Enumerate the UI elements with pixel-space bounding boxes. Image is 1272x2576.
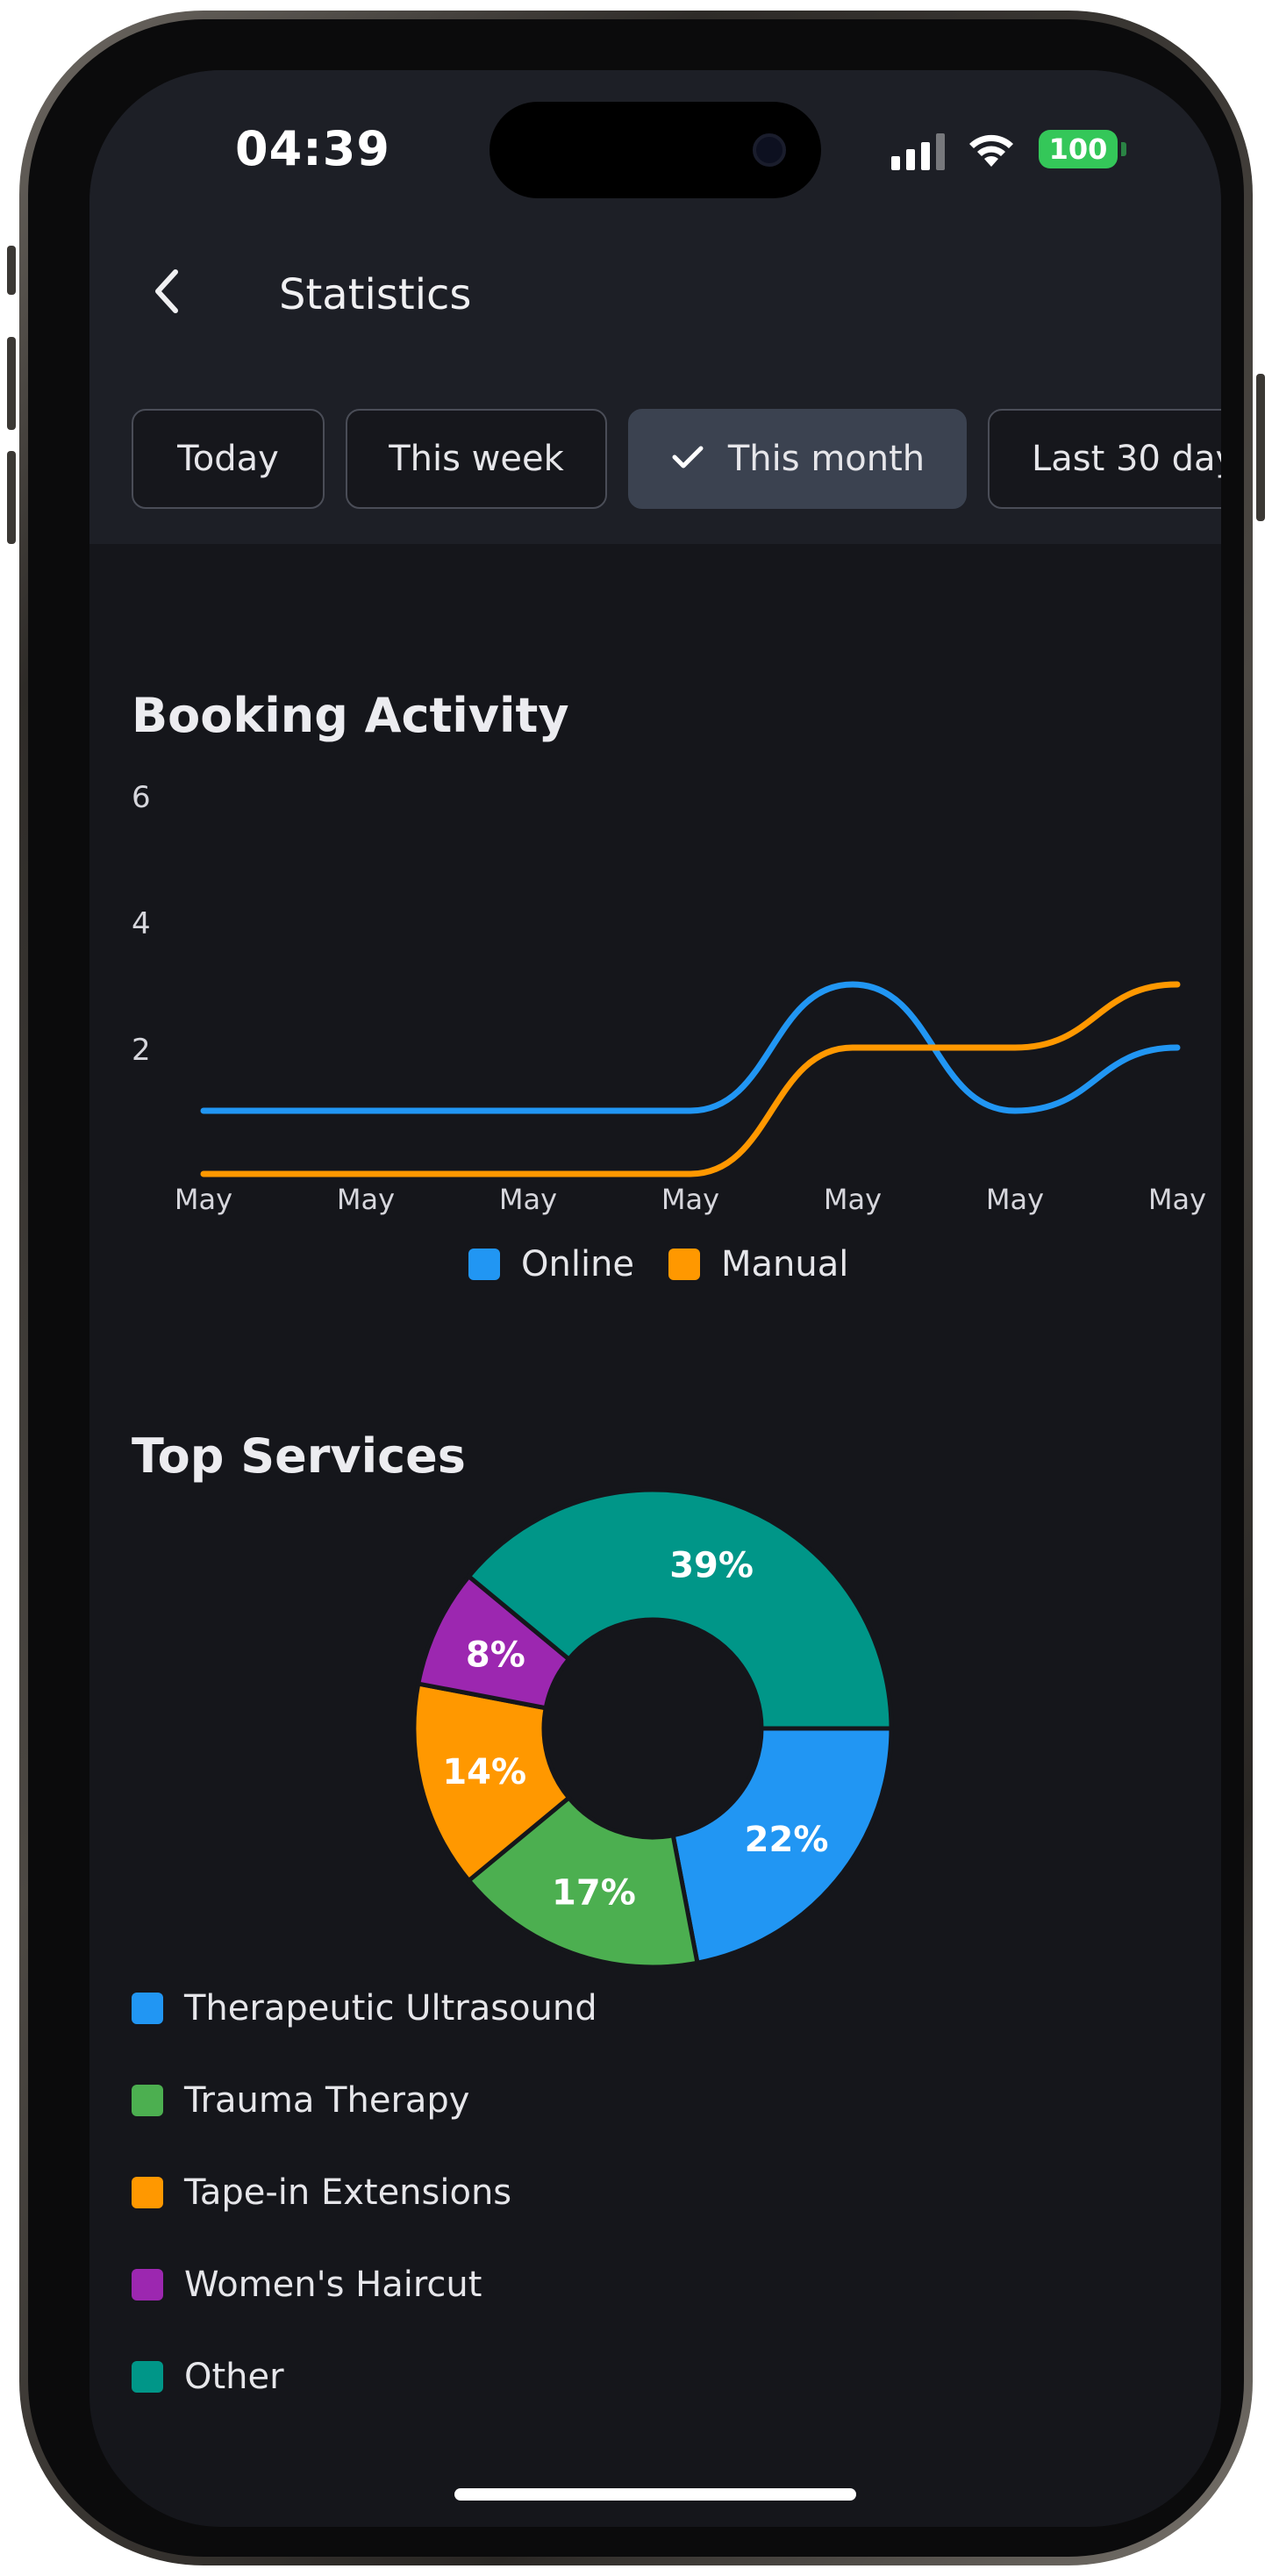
service-item-trauma[interactable]: Trauma Therapy	[132, 2080, 469, 2121]
slice-percent-label: 14%	[442, 1752, 526, 1792]
series-line-online	[200, 981, 1181, 1114]
volume-down-button	[7, 451, 16, 544]
x-tick-label: May 18	[824, 1183, 882, 1228]
period-filter-bar: Today This week This month Last 30 days	[132, 409, 1221, 511]
service-swatch	[132, 1993, 163, 2024]
power-button	[1256, 374, 1265, 521]
booking-activity-chart: 6 4 2 May 1 May 5 May 9 May 14 May 18 May 23 May 27	[132, 780, 1206, 1228]
donut-slice[interactable]	[411, 1681, 572, 1884]
filter-this-week[interactable]: This week	[346, 409, 607, 509]
donut-slice[interactable]	[465, 1487, 894, 1731]
legend-label: Online	[521, 1244, 635, 1284]
home-indicator[interactable]	[454, 2488, 856, 2501]
slice-percent-label: 17%	[552, 1872, 636, 1913]
service-swatch	[132, 2085, 163, 2116]
service-label: Therapeutic Ultrasound	[184, 1988, 597, 2029]
slice-percent-label: 39%	[669, 1546, 754, 1586]
screen: 04:39 100 Statistics Today Thi	[89, 70, 1221, 2527]
legend-swatch-manual	[668, 1249, 700, 1280]
action-button	[7, 246, 16, 295]
status-time: 04:39	[235, 121, 390, 176]
y-tick-label: 6	[132, 780, 151, 815]
service-label: Other	[184, 2357, 284, 2397]
x-tick-month: May	[986, 1183, 1044, 1216]
x-tick-month: May	[499, 1183, 557, 1216]
service-label: Trauma Therapy	[184, 2080, 470, 2121]
filter-last-30-days[interactable]: Last 30 days	[988, 409, 1221, 509]
filter-today[interactable]: Today	[132, 409, 325, 509]
service-item-tape[interactable]: Tape-in Extensions	[132, 2172, 511, 2213]
slice-percent-label: 8%	[466, 1635, 525, 1676]
battery-tip	[1121, 142, 1126, 156]
y-tick-label: 4	[132, 906, 151, 941]
check-icon	[672, 446, 704, 469]
x-tick-label: May 23	[986, 1183, 1044, 1228]
service-label: Tape-in Extensions	[184, 2172, 512, 2213]
chart-legend: Online Manual	[89, 1244, 1221, 1297]
service-swatch	[132, 2361, 163, 2393]
chevron-left-icon	[155, 269, 178, 313]
y-tick-label: 2	[132, 1033, 151, 1068]
service-swatch	[132, 2269, 163, 2301]
x-tick-label: May 9	[499, 1183, 557, 1228]
service-label: Women's Haircut	[184, 2265, 482, 2305]
filter-label: Today	[177, 439, 279, 479]
volume-up-button	[7, 337, 16, 430]
x-tick-month: May	[661, 1183, 719, 1216]
x-tick-day: 27	[1158, 1225, 1197, 1228]
page-title: Statistics	[279, 270, 472, 319]
dynamic-island	[490, 102, 821, 198]
donut-slice[interactable]	[465, 1794, 700, 1965]
x-tick-day: 1	[194, 1225, 213, 1228]
service-item-other[interactable]: Other	[132, 2357, 284, 2397]
x-tick-day: 5	[356, 1225, 375, 1228]
x-tick-label: May 5	[337, 1183, 395, 1228]
legend-online[interactable]: Online	[468, 1244, 634, 1284]
wifi-icon	[969, 134, 1013, 167]
x-tick-day: 18	[833, 1225, 873, 1228]
filter-label: Last 30 days	[1032, 439, 1221, 479]
x-tick-month: May	[175, 1183, 232, 1216]
x-tick-day: 9	[518, 1225, 538, 1228]
legend-label: Manual	[721, 1244, 849, 1284]
legend-swatch-online	[468, 1249, 500, 1280]
battery-icon: 100	[1039, 130, 1118, 168]
service-item-haircut[interactable]: Women's Haircut	[132, 2265, 482, 2305]
filter-label: This month	[727, 439, 925, 479]
service-swatch	[132, 2177, 163, 2208]
service-item-ultrasound[interactable]: Therapeutic Ultrasound	[132, 1988, 597, 2029]
x-tick-month: May	[337, 1183, 395, 1216]
filter-label: This week	[389, 439, 564, 479]
x-tick-label: May 14	[661, 1183, 719, 1228]
x-tick-day: 14	[671, 1225, 711, 1228]
donut-slice[interactable]	[670, 1726, 894, 1965]
legend-manual[interactable]: Manual	[668, 1244, 848, 1284]
series-line-manual	[200, 981, 1181, 1177]
signal-icon	[891, 133, 945, 170]
camera-icon	[753, 133, 786, 167]
x-tick-month: May	[1148, 1183, 1206, 1216]
booking-activity-title: Booking Activity	[132, 688, 569, 743]
x-tick-day: 23	[996, 1225, 1035, 1228]
x-tick-month: May	[824, 1183, 882, 1216]
slice-percent-label: 22%	[745, 1820, 829, 1860]
x-tick-label: May 1	[175, 1183, 232, 1228]
top-services-chart: 22% 17% 14% 8% 39%	[411, 1487, 894, 1965]
x-tick-label: May 27	[1148, 1183, 1206, 1228]
filter-this-month[interactable]: This month	[628, 409, 967, 509]
back-button[interactable]	[139, 261, 198, 321]
phone-frame: 04:39 100 Statistics Today Thi	[7, 11, 1265, 2565]
top-services-title: Top Services	[132, 1428, 466, 1484]
